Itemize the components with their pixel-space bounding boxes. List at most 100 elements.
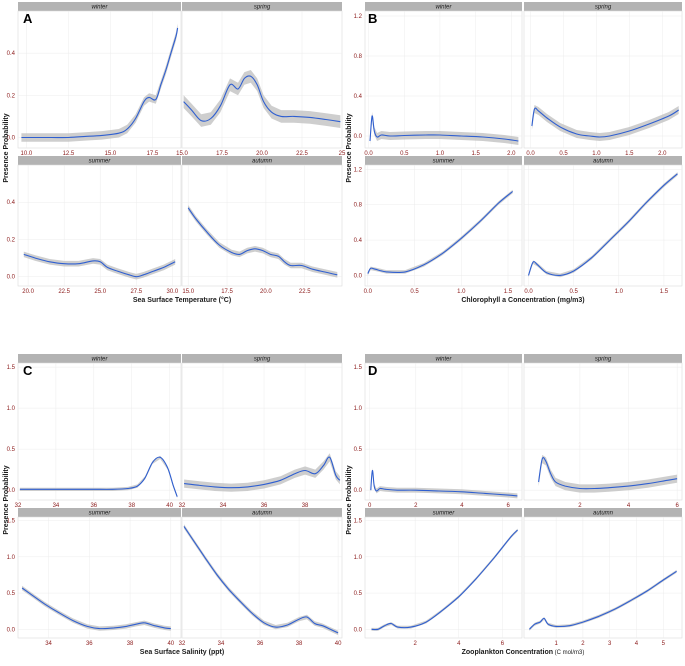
y-tick-label: 0.5: [354, 447, 363, 453]
series-line: [21, 27, 179, 139]
x-axis-label: Sea Surface Temperature (°C): [133, 296, 231, 304]
plot-area: [181, 516, 343, 639]
x-tick-label: 0: [368, 503, 372, 509]
y-tick-label: 1.5: [7, 519, 16, 525]
y-tick-label: 0.5: [354, 591, 363, 597]
facet-winter: winter 0.0 0.4 0.8 1.2 0.0 0.5 1.0 1.5 2.0: [354, 2, 523, 157]
x-tick-label: 6: [675, 503, 679, 509]
confidence-band: [370, 468, 518, 499]
x-tick-label: 2: [413, 641, 417, 647]
facet-strip: [524, 156, 682, 165]
x-tick-label: 27.5: [130, 289, 142, 295]
series-line: [19, 456, 178, 497]
x-tick-label: 1: [554, 641, 558, 647]
x-tick-label: 0.0: [364, 289, 373, 295]
facet-autumn: autumn 32 34 36 38 40: [179, 508, 343, 647]
facet-spring: spring 32 34 36 38: [179, 354, 343, 509]
x-tick-label: 1.5: [471, 151, 480, 157]
series-line: [369, 115, 519, 142]
facet-winter: winter 0.0 0.5 1.0 1.5 32 34 36 38 40: [7, 354, 182, 509]
facet-strip-label: summer: [89, 159, 112, 165]
facet-strip: [182, 354, 342, 363]
facet-strip: [18, 156, 181, 165]
x-tick-label: 17.5: [216, 151, 228, 157]
x-tick-label: 4: [627, 503, 631, 509]
x-tick-label: 5: [662, 641, 666, 647]
x-tick-label: 34: [53, 503, 60, 509]
y-tick-label: 1.2: [354, 14, 363, 20]
y-tick-label: 0.0: [354, 134, 363, 140]
x-tick-label: 20.0: [256, 151, 268, 157]
plot-area: [17, 10, 182, 149]
x-tick-label: 40: [167, 641, 174, 647]
x-tick-label: 6: [506, 503, 510, 509]
facet-summer: summer 0.0 0.5 1.0 1.5 34 36 38 40: [7, 508, 182, 647]
y-axis-label: Presence Probability: [346, 465, 353, 534]
y-tick-label: 1.2: [354, 167, 363, 173]
x-tick-label: 2: [581, 641, 585, 647]
panel-letter: D: [368, 363, 377, 378]
x-axis-label-unit: (C mol/m3): [553, 650, 584, 656]
x-tick-label: 0.0: [526, 151, 535, 157]
x-tick-label: 40: [166, 503, 173, 509]
facet-strip-label: winter: [91, 357, 108, 363]
x-tick-label: 32: [179, 641, 186, 647]
facet-spring: spring 2 4 6: [523, 354, 683, 509]
x-tick-label: 30.0: [167, 289, 179, 295]
x-tick-label: 0.0: [364, 151, 373, 157]
plot-area: [364, 362, 523, 501]
facet-strip: [18, 2, 181, 11]
confidence-band: [184, 524, 339, 636]
x-axis-label: Zooplankton Concentration (C mol/m3): [462, 649, 585, 656]
y-tick-label: 0.8: [354, 203, 363, 209]
plot-area: [17, 516, 182, 639]
plot-area: [181, 164, 343, 287]
panel-letter: A: [23, 11, 33, 26]
series-line: [184, 456, 341, 489]
plot-area: [364, 516, 523, 639]
series-line: [531, 107, 679, 138]
panel-letter: B: [368, 11, 377, 26]
x-tick-label: 12.5: [63, 151, 75, 157]
facet-strip: [182, 2, 342, 11]
y-tick-label: 0.5: [7, 447, 16, 453]
facet-strip-label: spring: [254, 357, 271, 363]
y-tick-label: 0.4: [354, 238, 363, 244]
plot-area: [181, 362, 343, 501]
series-line: [183, 526, 339, 634]
y-tick-label: 0.0: [354, 627, 363, 633]
series-line: [527, 173, 678, 276]
x-tick-label: 1.0: [615, 289, 624, 295]
facet-strip-label: summer: [433, 159, 456, 165]
x-tick-label: 32: [15, 503, 22, 509]
x-tick-label: 4: [460, 503, 464, 509]
series-line: [187, 207, 338, 276]
x-tick-label: 2: [578, 503, 582, 509]
x-tick-label: 0.5: [569, 289, 578, 295]
x-axis-label-text: Sea Surface Salinity (ppt): [140, 649, 224, 656]
x-tick-label: 20.0: [22, 289, 34, 295]
x-axis-label-text: Sea Surface Temperature (°C): [133, 296, 231, 304]
y-tick-label: 0.4: [7, 200, 16, 206]
series-line: [371, 529, 518, 631]
facet-strip: [365, 156, 522, 165]
panel-D: winter 0.0 0.5 1.0 1.5 0 2 4 6 spring 2 4 6 summer 0.0…: [346, 354, 683, 656]
plot-area: [364, 10, 523, 149]
x-tick-label: 25.0: [94, 289, 106, 295]
facet-strip: [524, 354, 682, 363]
x-tick-label: 15.0: [176, 151, 188, 157]
facet-strip: [18, 354, 181, 363]
x-tick-label: 1.0: [436, 151, 445, 157]
facet-strip-label: autumn: [252, 511, 273, 517]
plot-area: [523, 516, 683, 639]
facet-strip-label: autumn: [593, 159, 614, 165]
x-tick-label: 2.0: [658, 151, 667, 157]
x-tick-label: 2.0: [507, 151, 516, 157]
series-line: [21, 587, 171, 630]
y-axis-label: Presence Probability: [346, 113, 353, 182]
panel-C: winter 0.0 0.5 1.0 1.5 32 34 36 38 40 spring 32 34 36…: [3, 354, 343, 656]
x-tick-label: 22.5: [299, 289, 311, 295]
y-tick-label: 0.0: [354, 273, 363, 279]
x-tick-label: 38: [127, 641, 134, 647]
